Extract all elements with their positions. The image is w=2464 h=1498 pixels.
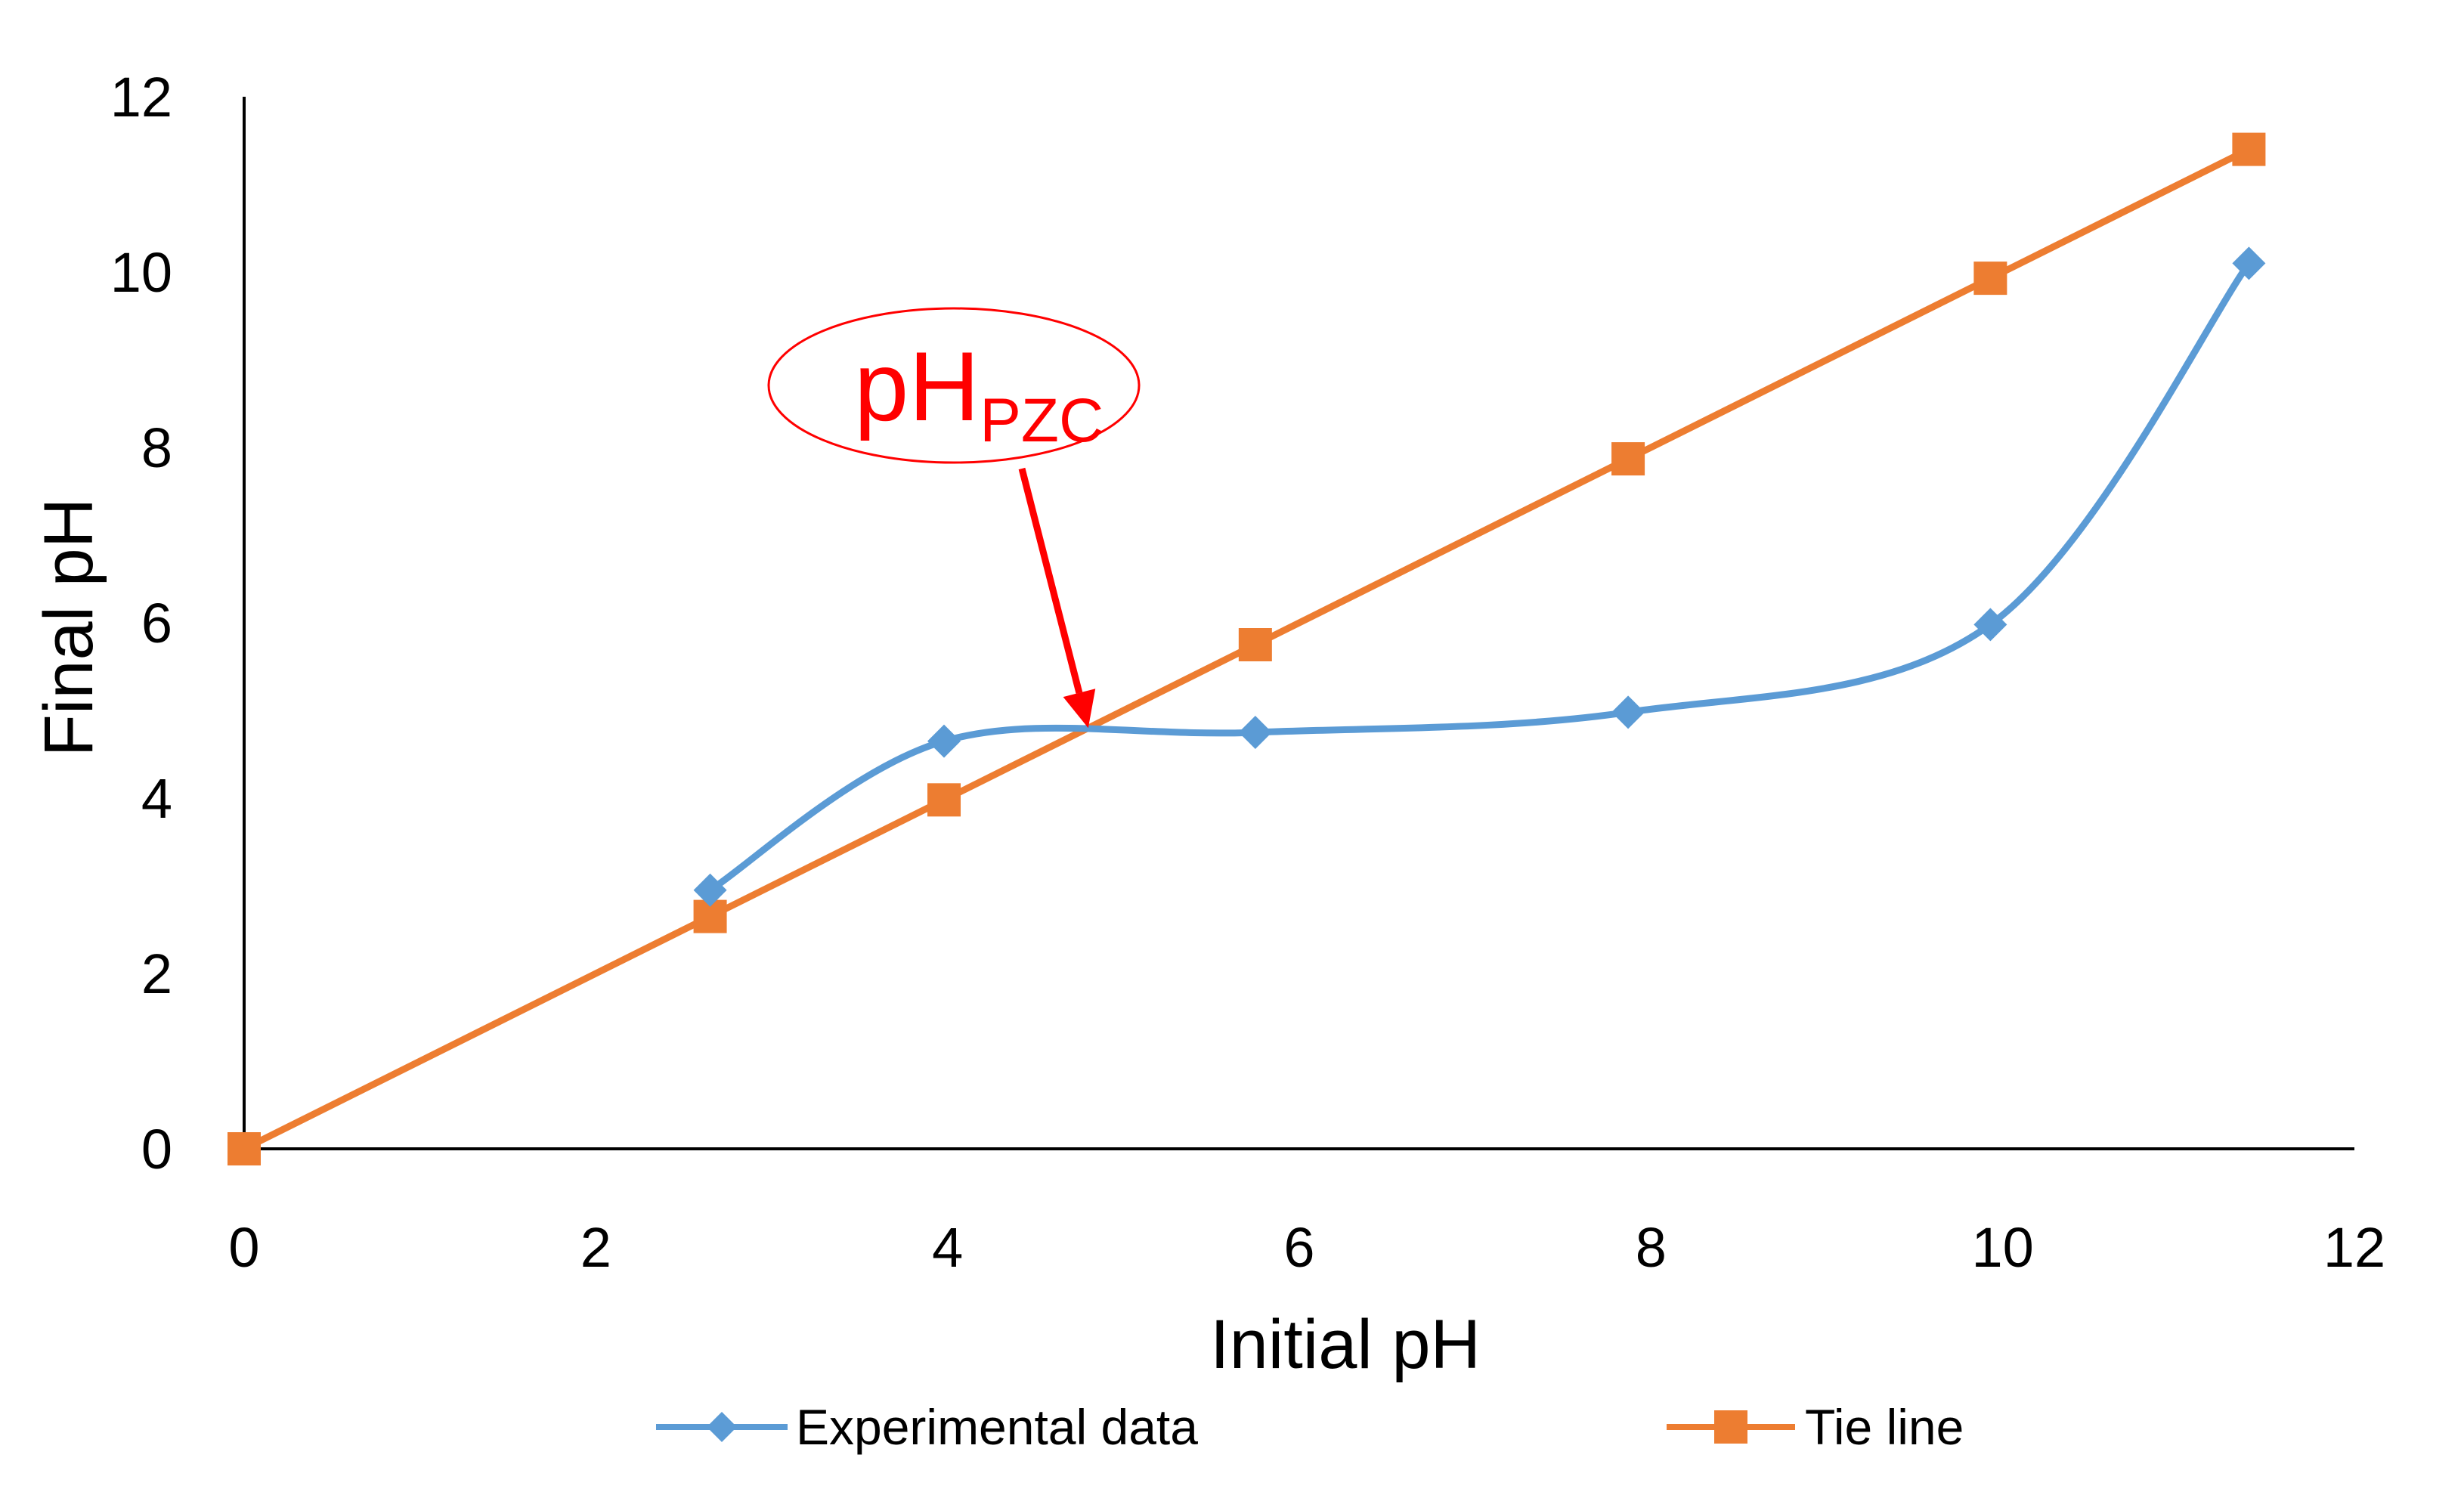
tie-line-point xyxy=(927,783,961,817)
x-axis-title: Initial pH xyxy=(1210,1306,1481,1383)
experimental-point xyxy=(1238,716,1272,749)
x-tick-labels: 0 2 4 6 8 10 12 xyxy=(228,1216,2385,1279)
annotation-arrowhead xyxy=(1063,689,1096,729)
y-tick-labels: 0 2 4 6 8 10 12 xyxy=(110,66,172,1181)
experimental-point xyxy=(2232,246,2266,280)
series-tie-line xyxy=(228,132,2266,1165)
y-tick-label: 0 xyxy=(141,1118,172,1181)
x-tick-label: 8 xyxy=(1636,1216,1667,1279)
y-tick-label: 12 xyxy=(110,66,172,128)
y-axis-title: Final pH xyxy=(30,498,107,757)
x-tick-label: 12 xyxy=(2323,1216,2385,1279)
pzc-annotation: pHPZC xyxy=(767,307,1141,729)
annotation-arrow xyxy=(1018,467,1083,694)
tie-line-point xyxy=(1238,628,1272,661)
x-tick-label: 0 xyxy=(228,1216,259,1279)
annotation-label: pHPZC xyxy=(854,331,1104,455)
y-tick-label: 4 xyxy=(141,767,172,830)
legend-label-tie: Tie line xyxy=(1805,1399,1964,1455)
y-tick-label: 10 xyxy=(110,241,172,304)
y-tick-label: 6 xyxy=(141,592,172,655)
x-tick-label: 10 xyxy=(1972,1216,2034,1279)
tie-line-point xyxy=(1611,442,1645,476)
tie-line-point xyxy=(228,1132,261,1165)
x-tick-label: 6 xyxy=(1283,1216,1314,1279)
x-tick-label: 2 xyxy=(580,1216,611,1279)
annotation-label-sub: PZC xyxy=(980,386,1104,455)
legend-item-experimental: Experimental data xyxy=(656,1399,1198,1455)
legend-item-tie: Tie line xyxy=(1667,1399,1964,1455)
legend-marker-diamond xyxy=(707,1412,737,1442)
experimental-point xyxy=(693,873,727,907)
series-experimental-data xyxy=(693,246,2266,907)
legend-label-experimental: Experimental data xyxy=(796,1399,1198,1455)
y-tick-label: 8 xyxy=(141,416,172,479)
experimental-point xyxy=(927,724,961,758)
tie-line-point xyxy=(1973,262,2007,296)
annotation-label-main: pH xyxy=(854,331,980,441)
legend-marker-square xyxy=(1714,1410,1747,1444)
legend: Experimental data Tie line xyxy=(656,1399,1964,1455)
tie-line-point xyxy=(2232,132,2266,166)
experimental-point xyxy=(1973,608,2007,642)
x-tick-label: 4 xyxy=(932,1216,963,1279)
y-tick-label: 2 xyxy=(141,942,172,1005)
annotation-ellipse xyxy=(767,307,1141,464)
experimental-point xyxy=(1611,695,1645,729)
